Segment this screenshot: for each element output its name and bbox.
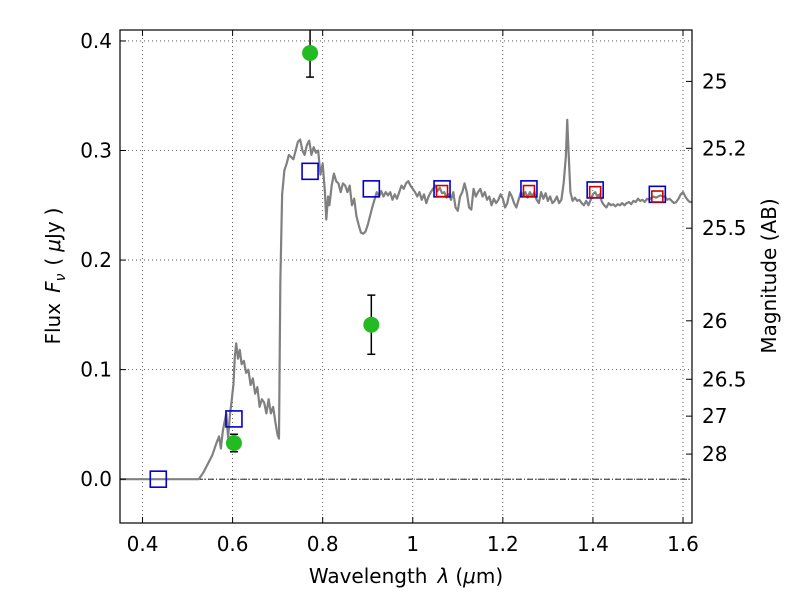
x-axis-title: Wavelength λ (μm)	[309, 564, 503, 588]
mag-tick-label: 25	[702, 69, 727, 93]
observed-flux-point	[302, 45, 319, 62]
y-tick-label: 0.3	[80, 139, 112, 163]
mag-tick-label: 27	[702, 404, 727, 428]
observed-flux-point	[363, 316, 380, 333]
alt-model-point	[651, 190, 664, 203]
alt-model-point	[588, 185, 602, 199]
mag-tick-label: 26	[702, 309, 727, 333]
y-axis-title: FluxFν(μJy)	[41, 207, 69, 344]
model-photometry-point	[362, 180, 381, 198]
y-tick-label: 0.2	[80, 248, 112, 272]
alt-model-point	[522, 184, 536, 198]
y-tick-label: 0.4	[80, 29, 112, 53]
mag-tick-label: 25.2	[702, 136, 747, 160]
x-tick-label: 1	[406, 532, 419, 556]
grid	[120, 30, 692, 523]
model-spectrum-line	[120, 118, 692, 481]
y-tick-label: 0.0	[80, 467, 112, 491]
x-tick-label: 0.8	[307, 532, 339, 556]
x-tick-label: 0.6	[217, 532, 249, 556]
model-photometry-point	[225, 410, 243, 428]
x-tick-label: 0.4	[127, 532, 159, 556]
plot-frame	[119, 29, 693, 524]
observed-flux-point	[225, 435, 242, 452]
x-tick-label: 1.4	[577, 532, 609, 556]
plot-area	[120, 30, 692, 488]
x-tick-label: 1.6	[667, 532, 699, 556]
y-tick-label: 0.1	[80, 358, 112, 382]
mag-tick-label: 26.5	[702, 367, 747, 391]
model-photometry-point	[301, 162, 319, 181]
y2-axis-title: Magnitude (AB)	[757, 198, 781, 353]
alt-model-point	[435, 184, 449, 198]
mag-tick-label: 25.5	[702, 216, 747, 240]
axis-ticks: 0.4 0.6 0.8 1 1.2 1.4 1.6 0.0 0.1 0.2 0.3 0.4 25 25.2…	[80, 29, 746, 556]
x-tick-label: 1.2	[487, 532, 519, 556]
mag-tick-label: 28	[702, 442, 727, 466]
model-photometry-point	[149, 470, 168, 488]
